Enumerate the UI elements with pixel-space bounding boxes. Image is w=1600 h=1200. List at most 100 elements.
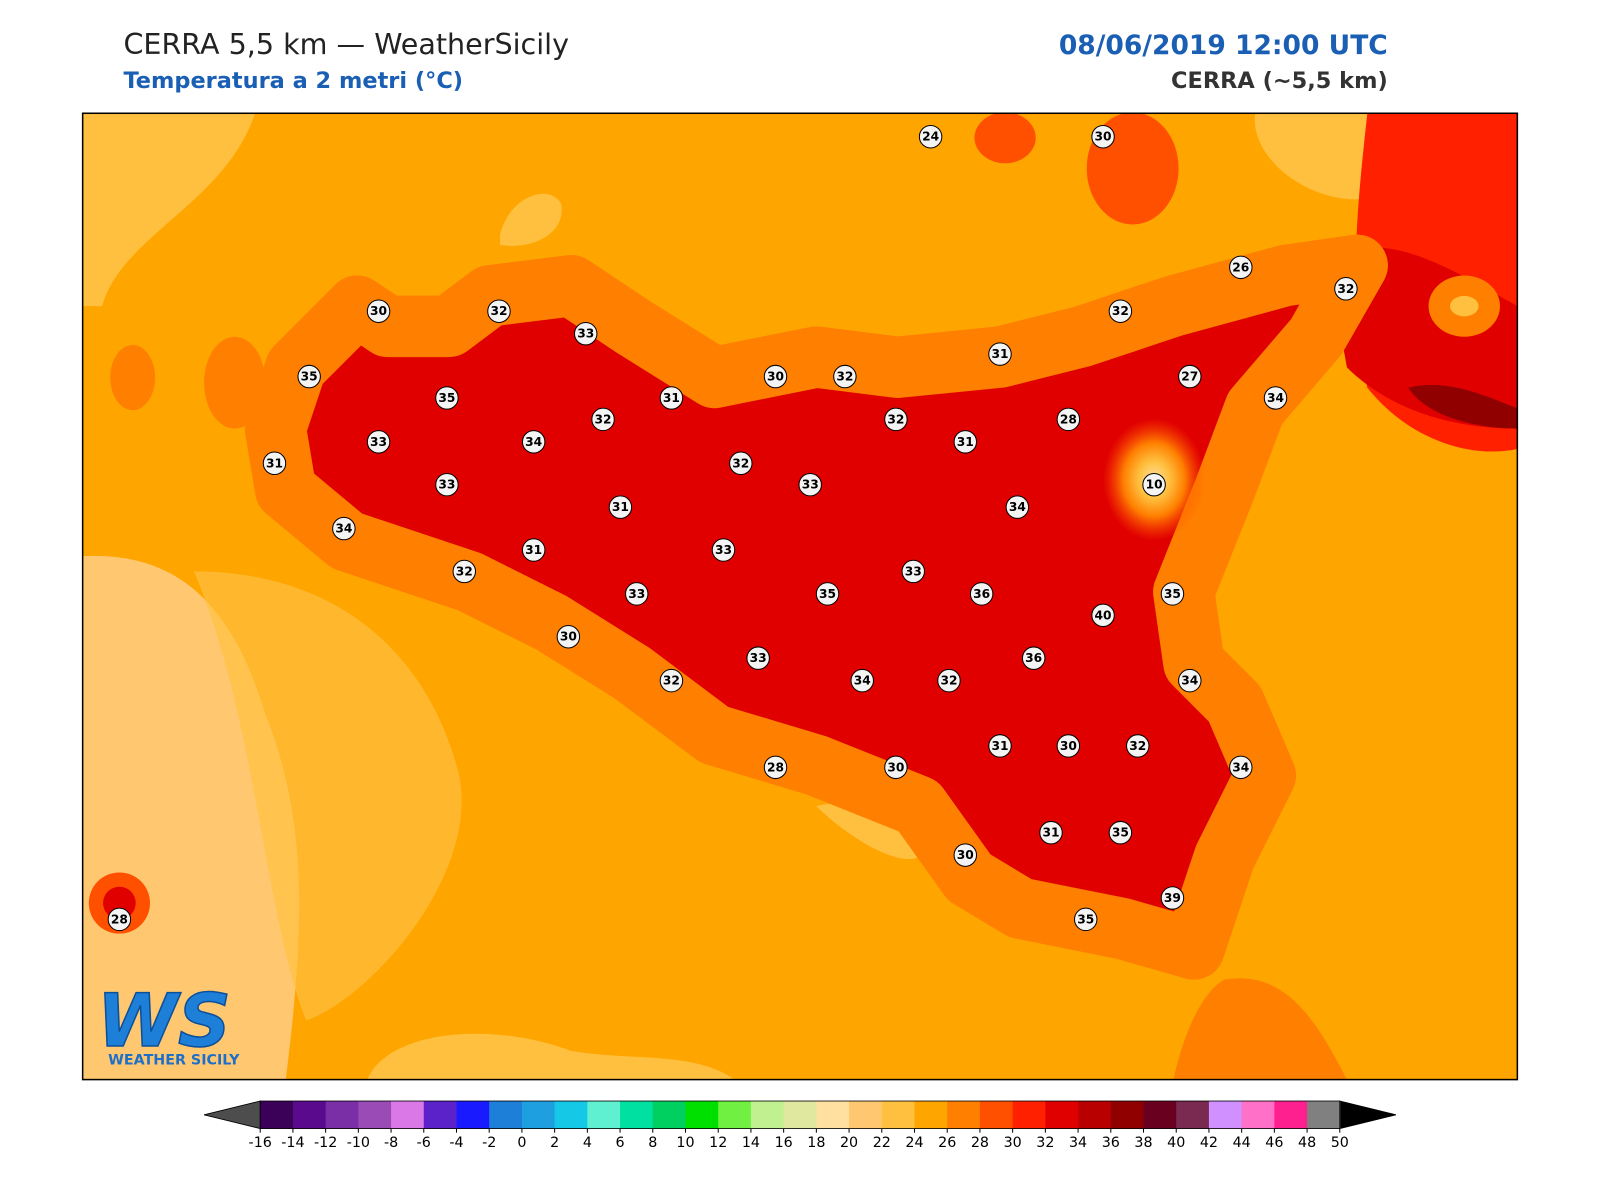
station-value: 33 [750,651,767,665]
colorbar-over [1339,1100,1397,1130]
datetime: 08/06/2019 12:00 UTC [1059,30,1388,61]
map: 24 30 26 32 32 30 32 33 31 27 35 30 32 35 31 34 32 32 28 33… [82,113,1518,1080]
colorbar-segment [260,1101,294,1129]
station-marker [850,668,874,693]
colorbar-tick-label: 10 [676,1135,694,1151]
colorbar-frame [259,1100,1341,1129]
station-marker [833,364,857,389]
colorbar-tick-label: -12 [314,1135,337,1151]
station-value: 10 [1146,478,1163,492]
station-marker [901,559,925,584]
logo-name: WEATHER SICILY [108,1052,240,1068]
station-marker [711,538,736,562]
colorbar-segment [456,1101,490,1129]
station-marker [763,755,788,780]
station-marker [366,299,391,323]
station-value: 35 [1112,826,1129,840]
station-marker [988,734,1012,758]
colorbar-tick-label: 30 [1004,1135,1022,1151]
station-marker [366,430,391,454]
station-value: 34 [525,435,542,449]
map-frame [81,112,1519,1081]
station-marker [1229,255,1253,280]
colorbar-tick-label: 50 [1331,1135,1349,1151]
station-marker [1178,668,1202,693]
colorbar-tick-label: 24 [905,1135,923,1151]
station-marker [1056,407,1081,432]
colorbar-segment [1208,1101,1243,1129]
station-value: 32 [887,412,904,426]
station-value: 30 [767,370,784,384]
station-marker [659,668,684,693]
station-marker [659,386,684,410]
station-value: 24 [922,130,939,144]
station-value: 30 [560,630,577,644]
colorbar-tick-label: -16 [249,1135,272,1151]
station-marker [1160,582,1185,606]
colorbar-tick-label: -8 [384,1135,398,1151]
colorbar-under [203,1100,261,1130]
station-marker [1126,734,1150,758]
colorbar-tick-label: -6 [417,1135,431,1151]
station-marker [625,582,649,606]
colorbar-segment [1012,1101,1046,1129]
station-marker [573,321,598,346]
colorbar-tick-label: 0 [517,1135,526,1151]
station-marker [746,646,770,670]
station-marker [815,582,840,606]
colorbar-segment [1078,1101,1112,1129]
station-value: 33 [802,478,819,492]
station-marker [729,451,753,475]
station-value: 33 [577,327,594,341]
station-value: 32 [1337,282,1354,296]
colorbar-segment [1176,1101,1210,1129]
colorbar-tick-label: 16 [775,1135,793,1151]
station-value: 33 [438,478,455,492]
station-value: 31 [957,435,974,449]
station-marker [1091,125,1115,149]
colorbar-tick-label: -10 [347,1135,370,1151]
colorbar-segment [1274,1101,1308,1129]
station-value: 32 [595,412,612,426]
colorbar-segment [652,1101,687,1129]
colorbar-tick-label: 46 [1265,1135,1283,1151]
station-marker [487,299,511,323]
station-marker [521,538,546,562]
station-value: 34 [1181,674,1198,688]
colorbar-tick-label: 8 [648,1135,657,1151]
colorbar-tick-label: 42 [1200,1135,1218,1151]
station-marker [1056,734,1081,758]
colorbar-tick-label: 34 [1069,1135,1087,1151]
station-value: 32 [456,564,473,578]
station-marker [1263,386,1288,410]
station-marker [1178,364,1202,389]
station-value: 32 [490,304,507,318]
colorbar-segment [1110,1101,1145,1129]
colorbar-tick-label: 4 [583,1135,592,1151]
colorbar-tick-label: 38 [1134,1135,1152,1151]
logo-mark: WS [97,979,231,1064]
colorbar-segment [325,1101,359,1129]
station-marker [763,364,788,389]
colorbar-segment [718,1101,752,1129]
station-value: 31 [663,391,680,405]
colorbar-tick-label: 44 [1233,1135,1251,1151]
station-marker [953,430,978,454]
station-marker [1073,907,1098,932]
station-value: 32 [1129,739,1146,753]
colorbar-segment [1307,1101,1341,1129]
station-value: 30 [887,760,904,774]
title: CERRA 5,5 km — WeatherSicily [123,27,569,61]
station-value: 32 [663,674,680,688]
station-marker [953,843,978,867]
station-value: 26 [1232,260,1249,274]
station-value: 40 [1095,608,1112,622]
subtitle: Temperatura a 2 metri (°C) [123,68,463,94]
station-value: 31 [612,500,629,514]
station-value: 33 [715,543,732,557]
colorbar-tick-label: 14 [742,1135,760,1151]
colorbar-tick-label: 48 [1298,1135,1316,1151]
colorbar-tick-label: 18 [807,1135,825,1151]
station-value: 27 [1181,370,1198,384]
